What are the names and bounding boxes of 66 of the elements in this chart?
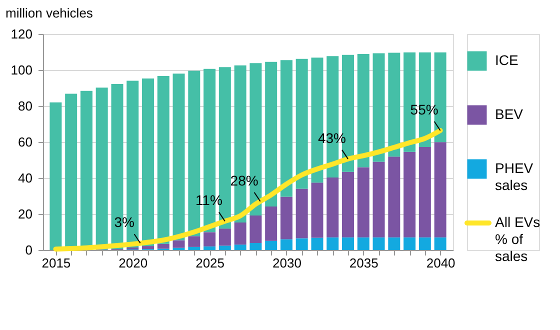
bar: [188, 236, 200, 247]
bar: [418, 237, 431, 250]
x-tick-label: 2025: [196, 256, 224, 270]
bar: [388, 237, 400, 250]
bar: [372, 237, 385, 250]
y-tick-label: 100: [10, 62, 32, 78]
bar: [280, 60, 292, 197]
bar: [342, 237, 354, 250]
bar: [234, 244, 246, 250]
bar: [265, 62, 278, 206]
x-tick-label: 2020: [118, 256, 148, 270]
bar: [218, 246, 231, 250]
bar: [388, 156, 400, 238]
bar: [157, 76, 170, 244]
bar: [372, 162, 385, 238]
bar: [342, 172, 354, 238]
bar: [172, 74, 185, 240]
bar: [311, 182, 324, 238]
bar: [311, 238, 324, 250]
bar: [296, 58, 308, 189]
y-tick-label: 120: [10, 26, 32, 42]
bar: [142, 246, 154, 250]
x-tick-label: 2030: [272, 256, 302, 270]
bar: [296, 238, 308, 250]
legend-label: ICE: [495, 52, 518, 68]
bar: [96, 88, 108, 250]
x-tick-label: 2015: [42, 256, 71, 270]
bar: [172, 240, 185, 248]
bar: [250, 242, 262, 250]
bar: [265, 206, 278, 241]
y-axis-title: million vehicles: [6, 6, 94, 20]
bar: [250, 215, 262, 243]
bar: [372, 53, 385, 162]
bar: [357, 167, 370, 238]
bar: [357, 54, 370, 168]
bar: [142, 78, 154, 246]
bar: [404, 237, 416, 250]
bar: [418, 147, 431, 238]
bar: [326, 237, 339, 250]
y-tick-label: 80: [18, 98, 32, 114]
y-tick-label: 20: [18, 206, 32, 222]
x-tick-label: 2040: [426, 256, 456, 270]
legend-label: BEV: [495, 106, 524, 122]
bar: [434, 142, 446, 238]
bar: [280, 239, 292, 250]
bar: [157, 244, 170, 249]
bar: [404, 152, 416, 238]
legend-label: PHEV sales: [495, 160, 534, 193]
bar: [188, 246, 200, 250]
bar: [434, 237, 446, 250]
bar: [357, 237, 370, 250]
bar: [326, 177, 339, 238]
bar: [234, 222, 246, 245]
bar: [218, 228, 231, 246]
bar: [204, 246, 216, 250]
y-tick-label: 60: [18, 134, 32, 150]
bar: [204, 232, 216, 246]
y-tick-label: 40: [18, 170, 32, 186]
bar: [50, 102, 62, 250]
y-tick-label: 0: [25, 242, 32, 258]
legend-label: All EVs % of sales: [495, 214, 540, 264]
bar: [265, 240, 278, 250]
bar: [388, 52, 400, 157]
bar: [296, 188, 308, 238]
bar: [280, 196, 292, 240]
x-tick-label: 2035: [349, 256, 378, 270]
